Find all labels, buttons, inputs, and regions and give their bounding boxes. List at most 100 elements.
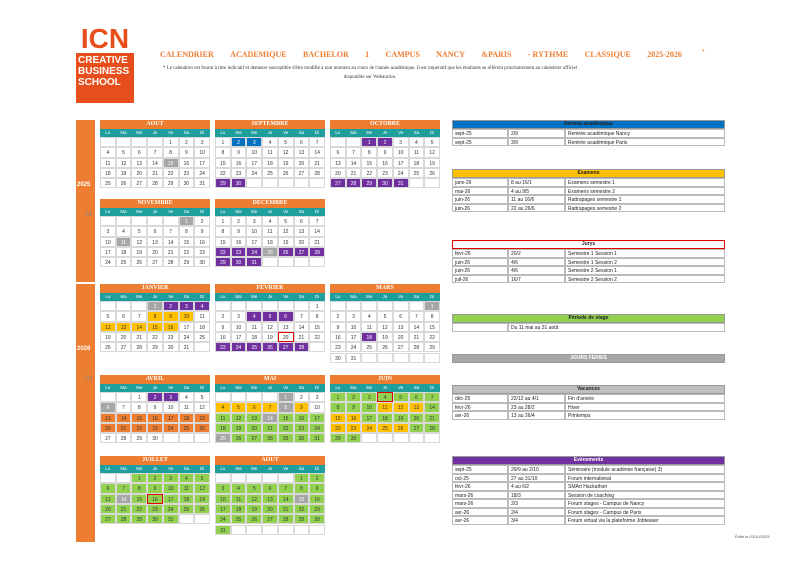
day-cell: 24 <box>246 167 263 179</box>
day-cell: 3 <box>100 226 116 237</box>
day-cell: 14 <box>293 321 310 332</box>
day-cell: 22 <box>131 422 148 434</box>
weekday: Me <box>361 293 378 301</box>
day-cell: 11 <box>361 321 378 332</box>
day-cell: 28 <box>408 342 425 353</box>
weekday: Ma <box>230 384 247 392</box>
day-cell: 22 <box>330 422 346 434</box>
weekday: Me <box>131 293 148 301</box>
day-cell: 17 <box>178 321 195 332</box>
day-cell: 17 <box>246 157 263 168</box>
day-cell: 16 <box>147 412 163 423</box>
day-cell: 9 <box>377 147 393 158</box>
day-cell: 17 <box>230 331 247 343</box>
day-cell: 8 <box>147 311 163 322</box>
day-cell <box>115 137 132 148</box>
day-cell: 11 <box>100 157 116 168</box>
day-cell: 1 <box>147 301 163 312</box>
day-cell <box>100 473 116 484</box>
weekday: Ma <box>115 208 132 216</box>
weekday: Me <box>246 208 263 216</box>
day-cell: 14 <box>131 321 148 332</box>
day-cell: 12 <box>246 493 263 504</box>
day-cell: 1 <box>277 392 294 403</box>
day-cell: 6 <box>262 483 278 494</box>
table-cell: Semestre 2 Session 1 <box>565 266 725 275</box>
title-word: 1 <box>365 50 370 59</box>
day-cell: 7 <box>309 216 325 227</box>
day-cell <box>277 178 294 189</box>
day-cell: 3 <box>309 392 325 403</box>
day-cell: 5 <box>100 311 116 322</box>
weekday: Je <box>262 208 278 216</box>
weekday: Lu <box>100 384 116 392</box>
day-cell: 25 <box>230 514 247 525</box>
day-cell: 23 <box>230 246 247 258</box>
day-cell <box>424 352 440 363</box>
table-title: JOURS FERIES <box>452 354 725 363</box>
table-cell: 3/4 <box>508 516 565 525</box>
weekday: Lu <box>330 293 346 301</box>
day-cell: 14 <box>147 157 163 168</box>
day-cell: 1 <box>215 216 231 227</box>
day-cell: 23 <box>215 342 231 353</box>
table-cell: avr-26 <box>452 507 508 516</box>
table-cell: juin-26 <box>452 195 508 204</box>
day-cell: 8 <box>162 147 179 158</box>
day-cell: 28 <box>147 178 163 189</box>
title-word: CAMPUS <box>385 50 420 59</box>
day-cell: 31 <box>162 514 179 525</box>
day-cell: 23 <box>178 167 195 179</box>
day-cell: 30 <box>178 178 195 189</box>
table-cell: Rentrée académique Nancy <box>565 129 725 138</box>
day-cell: 22 <box>293 503 310 515</box>
day-cell: 4 <box>100 147 116 158</box>
weekday: Di <box>309 293 325 301</box>
day-cell: 7 <box>262 402 278 413</box>
weekday: Lu <box>330 384 346 392</box>
day-cell: 2 <box>293 392 310 403</box>
day-cell: 26 <box>392 422 409 434</box>
day-cell: 3 <box>178 301 195 312</box>
day-cell: 2 <box>330 311 346 322</box>
day-cell: 24 <box>178 331 195 343</box>
day-cell: 24 <box>246 246 263 258</box>
day-cell: 6 <box>293 216 310 227</box>
day-cell: 5 <box>230 402 247 413</box>
day-cell: 4 <box>361 311 378 322</box>
day-cell: 5 <box>246 483 263 494</box>
day-cell: 13 <box>262 493 278 504</box>
weekday: Sa <box>178 129 195 137</box>
day-cell: 29 <box>330 433 346 444</box>
day-cell: 18 <box>262 157 278 168</box>
table-cell: 4 au 9/5 <box>508 186 565 195</box>
weekday: Ve <box>392 293 409 301</box>
day-cell <box>424 433 440 444</box>
day-cell <box>377 301 393 312</box>
day-cell: 15 <box>178 236 195 247</box>
day-cell: 18 <box>215 422 231 434</box>
day-cell: 9 <box>147 402 163 413</box>
day-cell: 21 <box>115 503 132 515</box>
day-cell: 28 <box>277 514 294 525</box>
table-cell: Semestre 2 Session 2 <box>565 274 725 283</box>
day-cell: 29 <box>277 433 294 444</box>
day-cell: 11 <box>408 147 425 158</box>
day-cell <box>262 524 278 535</box>
day-cell: 30 <box>147 433 163 444</box>
day-cell: 19 <box>277 157 294 168</box>
day-cell: 9 <box>345 402 362 413</box>
table-cell: janv-26 <box>452 178 508 187</box>
side-semester: S1 <box>85 212 93 218</box>
day-cell: 3 <box>246 137 263 148</box>
table-cell: avr-26 <box>452 411 508 420</box>
day-cell: 20 <box>293 157 310 168</box>
day-cell: 9 <box>330 321 346 332</box>
day-cell: 27 <box>293 246 310 258</box>
weekday: Ve <box>392 129 409 137</box>
table-cell: 3/9 <box>508 137 565 146</box>
day-cell: 1 <box>215 137 231 148</box>
day-cell <box>178 433 195 444</box>
table-cell: 4/6 <box>508 257 565 266</box>
